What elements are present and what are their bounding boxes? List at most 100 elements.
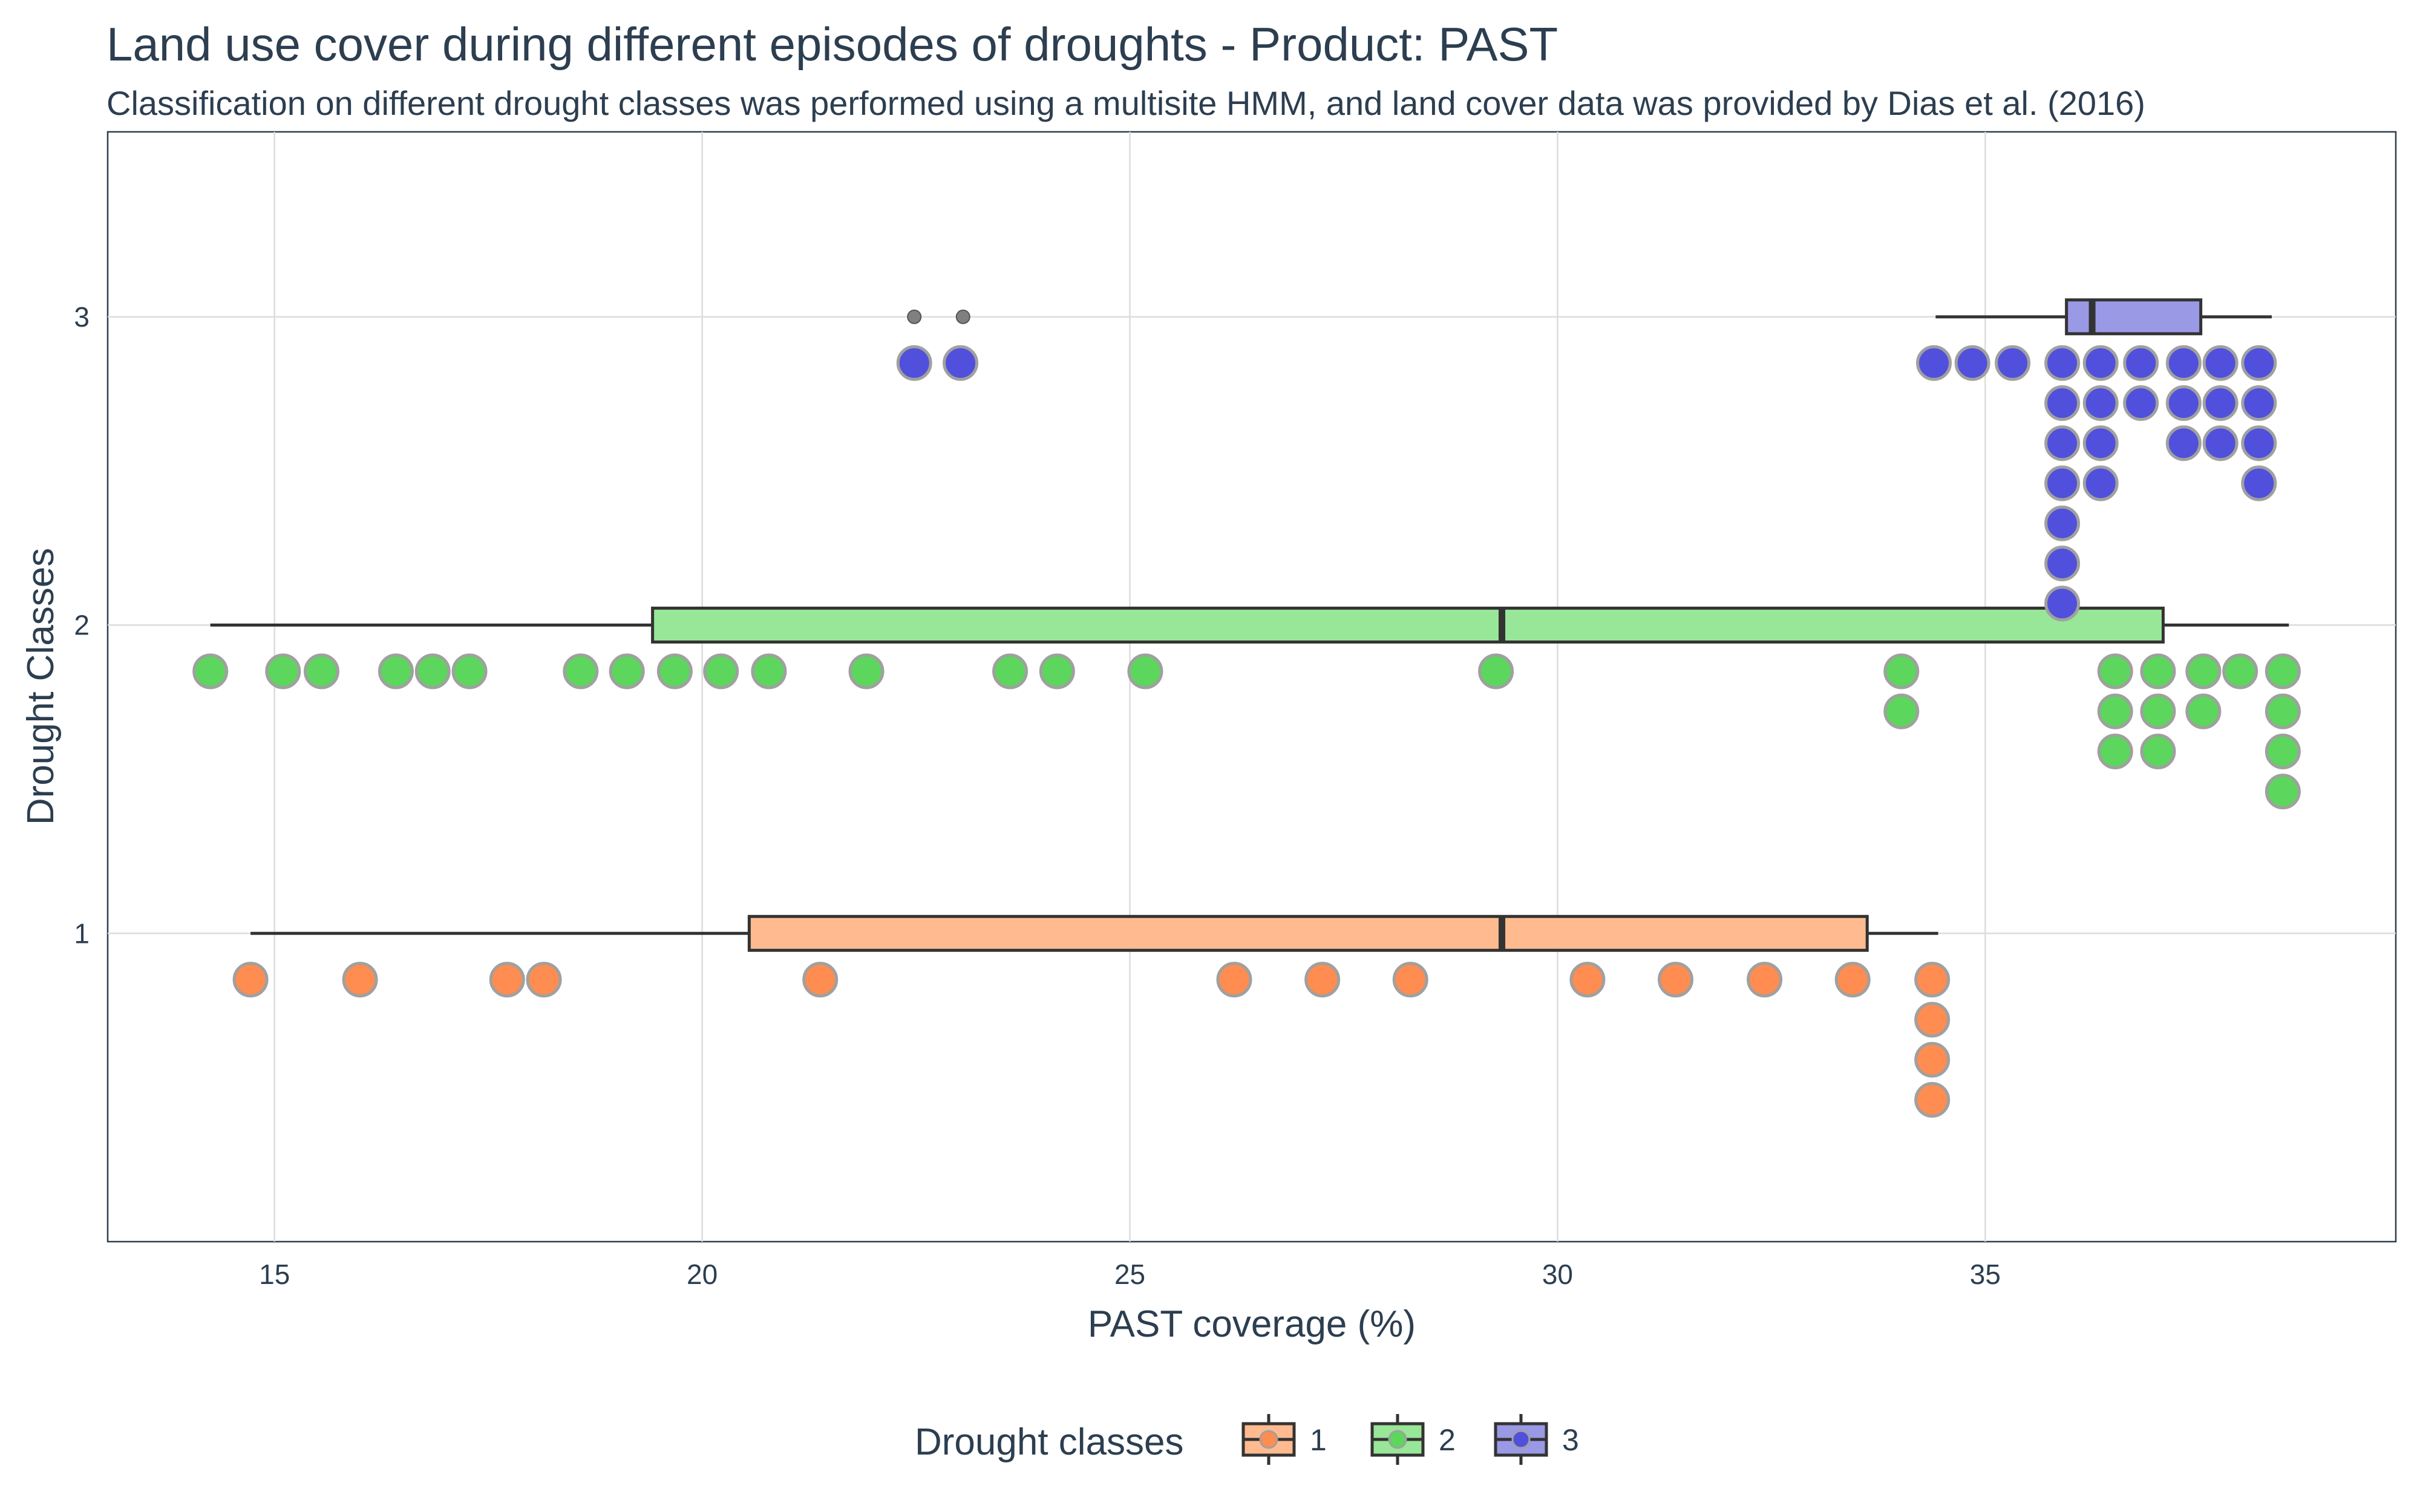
point-1 [802, 962, 839, 998]
point-1 [1216, 962, 1252, 998]
point-1 [1392, 962, 1428, 998]
legend-entry-label: 2 [1439, 1423, 1456, 1457]
point-2 [378, 653, 414, 689]
point-2 [703, 653, 739, 689]
point-1 [1914, 962, 1951, 998]
point-3 [2241, 465, 2277, 501]
point-2 [1127, 653, 1163, 689]
point-2 [265, 653, 301, 689]
point-2 [751, 653, 787, 689]
point-2 [2222, 653, 2258, 689]
point-2 [2097, 653, 2133, 689]
boxplots [210, 298, 2289, 952]
point-3 [2123, 385, 2159, 422]
point-2 [2140, 693, 2176, 729]
y-axis-label: Drought Classes [20, 548, 62, 825]
point-3 [896, 345, 932, 381]
point-3 [2082, 465, 2119, 501]
point-3 [1995, 345, 2031, 381]
point-2 [2265, 693, 2301, 729]
point-3 [2202, 345, 2238, 381]
point-2 [609, 653, 645, 689]
point-3 [2202, 385, 2238, 422]
point-2 [2140, 734, 2176, 770]
point-2 [1883, 653, 1920, 689]
chart-title: Land use cover during different episodes… [106, 18, 1558, 71]
point-3 [2241, 425, 2277, 461]
point-2 [2265, 734, 2301, 770]
legend-title: Drought classes [915, 1421, 1184, 1463]
point-2 [192, 653, 229, 689]
legend-key-dot-3 [1511, 1430, 1531, 1449]
point-2 [656, 653, 693, 689]
point-2 [563, 653, 599, 689]
outlier-3 [955, 309, 970, 324]
point-1 [1834, 962, 1871, 998]
y-tick-label: 2 [74, 610, 90, 641]
box-3 [2065, 298, 2203, 336]
point-2 [2140, 653, 2176, 689]
point-3 [2044, 345, 2081, 381]
point-2 [848, 653, 885, 689]
x-tick-label: 30 [1542, 1259, 1573, 1290]
x-axis-label: PAST coverage (%) [1088, 1303, 1416, 1345]
x-tick-label: 15 [259, 1259, 290, 1290]
x-tick-label: 35 [1970, 1259, 2001, 1290]
y-tick-label: 1 [74, 917, 90, 949]
point-1 [342, 962, 378, 998]
point-3 [1954, 345, 1990, 381]
point-2 [992, 653, 1028, 689]
y-tick-label: 3 [74, 301, 90, 333]
point-3 [2044, 505, 2081, 541]
point-3 [2044, 465, 2081, 501]
point-2 [1478, 653, 1514, 689]
point-2 [2097, 693, 2133, 729]
point-3 [2044, 385, 2081, 422]
point-1 [232, 962, 269, 998]
data-points [192, 345, 2301, 1118]
axis-ticks: 15 20 25 30 35 1 2 3 [74, 301, 2001, 1290]
point-1 [526, 962, 562, 998]
legend-key-dot-1 [1259, 1430, 1278, 1449]
point-3 [2165, 345, 2202, 381]
legend-key-dot-2 [1388, 1430, 1407, 1449]
point-3 [2202, 425, 2238, 461]
point-3 [2123, 345, 2159, 381]
plot-panel [106, 131, 2397, 1243]
point-3 [2044, 585, 2081, 622]
x-tick-label: 25 [1114, 1259, 1145, 1290]
point-3 [2082, 425, 2119, 461]
point-2 [2265, 774, 2301, 810]
legend: Drought classes 1 2 3 [915, 1414, 1579, 1465]
point-3 [2082, 385, 2119, 422]
point-3 [2082, 345, 2119, 381]
box-1 [747, 914, 1869, 952]
point-2 [2185, 653, 2222, 689]
point-1 [489, 962, 525, 998]
point-3 [2241, 345, 2277, 381]
point-2 [451, 653, 488, 689]
x-tick-label: 20 [687, 1259, 718, 1290]
point-1 [1569, 962, 1606, 998]
point-3 [2044, 425, 2081, 461]
chart-subtitle: Classification on different drought clas… [106, 84, 2145, 122]
point-2 [1883, 693, 1920, 729]
point-2 [2265, 653, 2301, 689]
point-1 [1658, 962, 1694, 998]
point-2 [2185, 693, 2222, 729]
point-3 [943, 345, 979, 381]
point-3 [2165, 385, 2202, 422]
box-2 [651, 607, 2165, 644]
point-2 [1039, 653, 1075, 689]
point-3 [2044, 546, 2081, 582]
point-2 [414, 653, 451, 689]
point-1 [1914, 1082, 1951, 1118]
legend-entry-label: 1 [1310, 1423, 1327, 1457]
outlier-3 [907, 309, 922, 324]
point-2 [2097, 734, 2133, 770]
point-3 [1916, 345, 1952, 381]
legend-entry-label: 3 [1562, 1423, 1579, 1457]
point-1 [1914, 1041, 1951, 1078]
point-1 [1747, 962, 1783, 998]
